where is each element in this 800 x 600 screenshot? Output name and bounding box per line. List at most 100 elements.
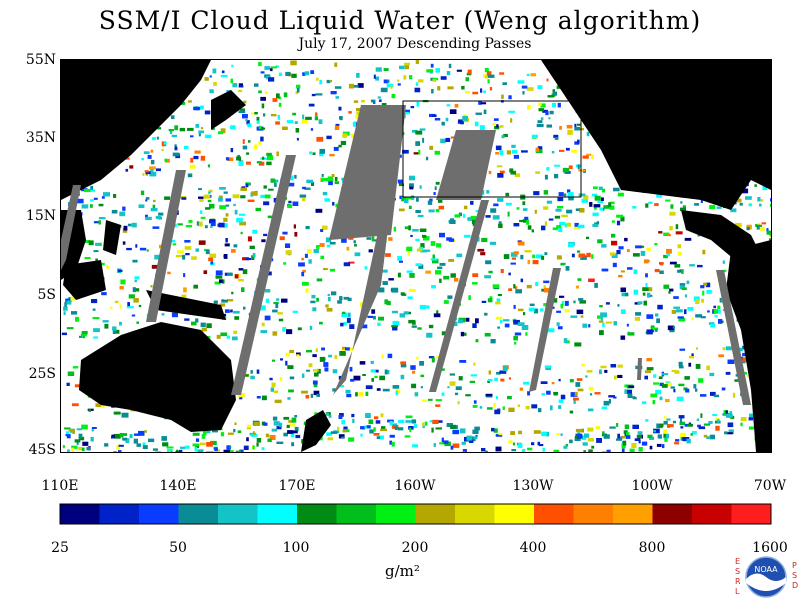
- cloud-speck: [526, 73, 530, 77]
- cloud-speck: [700, 200, 703, 203]
- cloud-speck: [713, 305, 716, 309]
- cloud-speck: [462, 451, 466, 452]
- cloud-speck: [415, 60, 419, 64]
- cloud-speck: [522, 201, 526, 206]
- cloud-speck: [527, 259, 531, 265]
- cloud-speck: [371, 378, 374, 382]
- cloud-speck: [348, 237, 354, 240]
- cloud-speck: [256, 161, 262, 164]
- cloud-speck: [739, 202, 743, 206]
- cloud-speck: [417, 214, 424, 218]
- cloud-speck: [609, 426, 616, 429]
- cloud-speck: [443, 300, 449, 304]
- cloud-speck: [265, 298, 270, 303]
- cloud-speck: [525, 405, 530, 410]
- cloud-speck: [383, 79, 389, 84]
- cloud-speck: [429, 198, 433, 202]
- cloud-speck: [223, 217, 228, 222]
- cloud-speck: [494, 126, 500, 130]
- cloud-speck: [71, 311, 78, 315]
- cloud-speck: [209, 253, 217, 259]
- cloud-speck: [145, 197, 150, 200]
- cloud-speck: [535, 147, 539, 152]
- cloud-speck: [72, 366, 79, 369]
- cloud-speck: [340, 322, 344, 327]
- cloud-speck: [545, 367, 551, 371]
- cloud-speck: [301, 257, 305, 261]
- cloud-speck: [700, 316, 706, 319]
- cloud-speck: [74, 384, 81, 388]
- cloud-speck: [477, 248, 485, 252]
- cloud-speck: [613, 187, 620, 192]
- cloud-speck: [194, 150, 201, 154]
- cloud-speck: [653, 428, 660, 434]
- cloud-speck: [508, 95, 512, 100]
- cloud-speck: [669, 261, 677, 265]
- cloud-speck: [299, 194, 307, 198]
- cloud-speck: [256, 438, 262, 443]
- cloud-speck: [470, 200, 474, 205]
- cloud-speck: [608, 202, 612, 207]
- cloud-speck: [546, 200, 553, 204]
- cloud-speck: [412, 129, 418, 133]
- cloud-speck: [217, 451, 221, 452]
- cloud-speck: [352, 121, 356, 127]
- cloud-speck: [400, 292, 405, 296]
- cloud-speck: [643, 300, 647, 306]
- cloud-speck: [84, 240, 91, 243]
- cloud-speck: [112, 326, 117, 331]
- cloud-speck: [400, 361, 406, 365]
- colorbar-label-1600: 1600: [752, 540, 788, 556]
- cloud-speck: [675, 231, 683, 235]
- cloud-speck: [495, 446, 502, 452]
- cloud-speck: [484, 450, 488, 452]
- cloud-speck: [611, 220, 615, 223]
- cloud-speck: [657, 434, 662, 439]
- cloud-speck: [345, 347, 350, 351]
- cloud-speck: [472, 404, 478, 408]
- cloud-speck: [103, 192, 110, 197]
- cloud-speck: [263, 233, 268, 237]
- cloud-speck: [223, 191, 228, 194]
- cloud-speck: [576, 123, 581, 126]
- cloud-speck: [225, 204, 230, 207]
- lat-label-15n: 15N: [25, 208, 56, 224]
- cloud-speck: [466, 435, 473, 441]
- cloud-speck: [252, 253, 256, 258]
- cloud-speck: [436, 355, 440, 359]
- cloud-speck: [169, 449, 173, 452]
- cloud-speck: [645, 282, 648, 288]
- cloud-speck: [195, 318, 199, 323]
- cloud-speck: [592, 212, 599, 217]
- cloud-speck: [508, 272, 511, 276]
- cloud-speck: [293, 224, 296, 229]
- cloud-speck: [289, 349, 294, 353]
- cloud-speck: [649, 436, 655, 440]
- cloud-speck: [409, 273, 415, 278]
- cloud-speck: [285, 352, 290, 357]
- cloud-speck: [557, 326, 563, 330]
- cloud-speck: [219, 279, 223, 284]
- cloud-speck: [307, 248, 312, 254]
- cloud-speck: [334, 181, 340, 185]
- cloud-speck: [324, 367, 329, 372]
- cloud-speck: [93, 197, 98, 200]
- lon-label-140e: 140E: [159, 478, 197, 494]
- cloud-speck: [650, 294, 653, 297]
- cloud-speck: [521, 325, 529, 330]
- cloud-speck: [412, 229, 419, 232]
- cloud-speck: [740, 422, 743, 427]
- cloud-speck: [537, 441, 541, 446]
- cloud-speck: [701, 298, 704, 303]
- cloud-speck: [243, 100, 247, 104]
- cloud-speck: [233, 203, 236, 207]
- cloud-speck: [378, 287, 385, 293]
- cloud-speck: [513, 304, 516, 309]
- no-data-swaths: [61, 105, 751, 405]
- cloud-speck: [538, 408, 542, 413]
- cloud-speck: [238, 213, 246, 216]
- cloud-speck: [506, 150, 512, 155]
- cloud-speck: [227, 157, 234, 161]
- cloud-speck: [459, 428, 466, 434]
- cloud-speck: [365, 413, 371, 418]
